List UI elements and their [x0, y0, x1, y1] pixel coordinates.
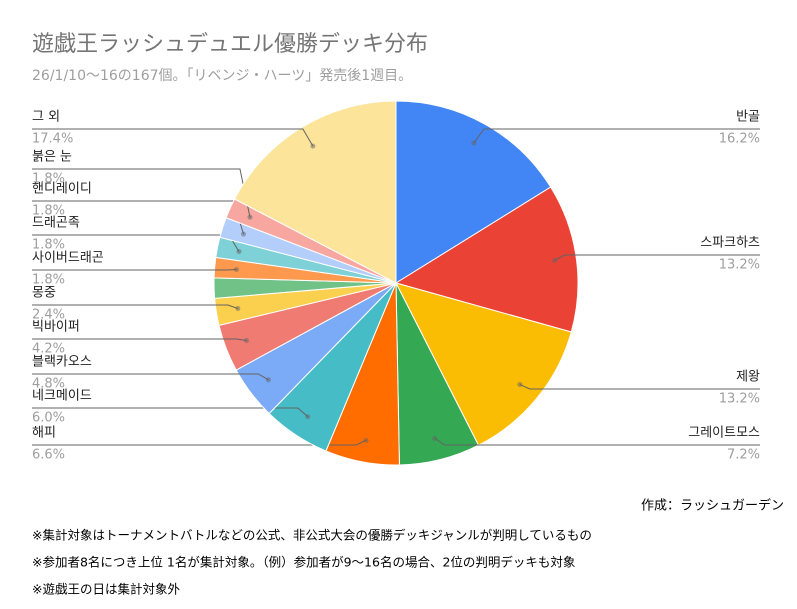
leader-line: [32, 407, 309, 418]
slice-label: 빅바이퍼: [32, 320, 80, 335]
slice-value: 1.8%: [32, 273, 65, 288]
slice-value: 4.8%: [32, 377, 65, 392]
pie-slice: [395, 100, 552, 284]
leader-line: [32, 439, 367, 446]
pie-slice: [395, 282, 572, 446]
slice-label: 그레이트모스: [688, 426, 760, 441]
note: ※参加者8名につき上位 1名が集計対象。（例）参加者が9〜16名の場合、2位の判…: [32, 555, 575, 570]
slice-value: 7.2%: [727, 448, 760, 463]
leader-dot: [310, 143, 316, 149]
leader-dot: [552, 257, 558, 263]
slice-value: 1.8%: [32, 204, 65, 219]
slice-value: 4.2%: [32, 342, 65, 357]
leader-line: [32, 128, 314, 147]
slice-label: 반골: [736, 110, 760, 125]
slice-label: 몽중: [32, 286, 56, 301]
leader-dot: [236, 249, 242, 255]
slice-label: 블랙카오스: [32, 355, 92, 370]
leader-dot: [247, 214, 253, 220]
slice-label: 붉은 눈: [32, 150, 72, 165]
leader-line: [32, 373, 269, 381]
slice-label: 핸디레이디: [32, 181, 92, 197]
leader-dot: [363, 437, 369, 443]
leader-line: [554, 254, 760, 261]
leader-line: [434, 437, 760, 446]
pie-slice: [233, 100, 397, 284]
leader-dot: [233, 266, 239, 272]
pie-slice: [394, 186, 579, 333]
slice-label: 그 외: [32, 110, 60, 125]
leader-line: [32, 304, 239, 309]
slice-value: 1.8%: [32, 238, 65, 253]
leader-dot: [235, 306, 241, 312]
source: 作成：ラッシュガーデン: [641, 498, 784, 514]
leader-dot: [517, 382, 523, 388]
slice-label: 스파크하츠: [700, 236, 760, 251]
slice-label: 해피: [32, 426, 56, 441]
leader-dot: [432, 435, 438, 441]
leader-dot: [265, 377, 271, 383]
slice-value: 6.6%: [32, 448, 65, 463]
slice-value: 13.2%: [719, 258, 760, 273]
slice-value: 2.4%: [32, 308, 65, 323]
slice-value: 13.2%: [719, 392, 760, 407]
slice-value: 16.2%: [719, 132, 760, 147]
slice-value: 1.8%: [32, 172, 65, 187]
slice-label: 네크메이드: [32, 389, 92, 404]
leader-line: [32, 268, 237, 271]
slice-label: 제왕: [736, 370, 760, 385]
leader-dot: [471, 140, 477, 146]
leader-line: [473, 128, 760, 144]
slice-label: 드래곤족: [32, 216, 80, 231]
note: ※集計対象はトーナメントバトルなどの公式、非公式大会の優勝デッキジャンルが判明し…: [32, 528, 592, 543]
chart-subtitle: 26/1/10〜16の167個。「リベンジ・ハーツ」発売後1週目。: [32, 68, 412, 84]
slice-value: 6.0%: [32, 411, 65, 426]
leader-dot: [305, 414, 311, 420]
leader-dot: [240, 231, 246, 237]
slice-label: 사이버드래곤: [32, 251, 104, 266]
leader-line: [32, 338, 247, 341]
leader-line: [519, 384, 760, 390]
note: ※遊戯王の日は集計対象外: [32, 582, 180, 597]
leader-dot: [243, 337, 249, 343]
chart-title: 遊戯王ラッシュデュエル優勝デッキ分布: [32, 32, 428, 57]
slice-value: 17.4%: [32, 132, 73, 147]
